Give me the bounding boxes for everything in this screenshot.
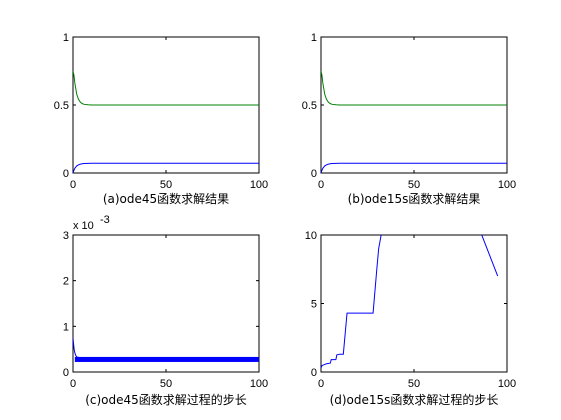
subplot-4: 0 50 100 0 5 10 (d)ode15s函数求解过程的步长	[305, 230, 516, 407]
axes-box	[72, 234, 260, 373]
y-tick-label: 0	[63, 168, 69, 180]
x-tick-label: 0	[70, 179, 76, 191]
y-tick-label: 0	[311, 168, 317, 180]
x-tick-label: 100	[498, 378, 516, 390]
plot-area	[73, 337, 259, 362]
y-tick-label: 2	[63, 276, 69, 288]
y-tick-label: 1	[311, 32, 317, 44]
plot-area	[321, 70, 507, 173]
subplot-caption: (b)ode15s函数求解结果	[348, 191, 481, 206]
series-1-line	[73, 337, 83, 359]
y-tick-label: 10	[305, 230, 317, 242]
x-tick-label: 0	[318, 378, 324, 390]
x-tick-label: 100	[498, 179, 516, 191]
plot-area	[73, 70, 259, 173]
x-tick-label: 0	[318, 179, 324, 191]
x-tick-label: 0	[70, 378, 76, 390]
y-tick-label: 0	[311, 367, 317, 379]
subplot-caption: (c)ode45函数求解过程的步长	[85, 392, 247, 407]
x-tick-label: 50	[408, 378, 420, 390]
y-exponent-label: x 10	[73, 220, 94, 232]
series-1-line	[73, 70, 259, 106]
y-tick-label: 3	[63, 230, 69, 242]
plot-area	[321, 235, 499, 369]
series-1-band	[74, 356, 259, 362]
x-tick-label: 100	[250, 378, 268, 390]
subplot-2: 0 50 100 0 0.5 1 (b)ode15s函数求解结果	[302, 32, 516, 206]
y-tick-label: 0	[63, 367, 69, 379]
axes-box	[320, 234, 508, 373]
y-tick-label: 0.5	[54, 100, 69, 112]
subplot-1: 0 50 100 0 0.5 1 (a)ode45函数求解结果	[54, 32, 268, 206]
x-tick-label: 100	[250, 179, 268, 191]
series-2-line	[73, 162, 259, 173]
y-exponent-power: -3	[100, 214, 110, 226]
y-tick-label: 5	[311, 299, 317, 311]
subplot-caption: (d)ode15s函数求解过程的步长	[330, 392, 499, 407]
x-tick-label: 50	[408, 179, 420, 191]
y-tick-label: 1	[63, 321, 69, 333]
y-tick-label: 1	[63, 32, 69, 44]
x-tick-label: 50	[160, 179, 172, 191]
subplot-caption: (a)ode45函数求解结果	[103, 191, 229, 206]
x-tick-label: 50	[160, 378, 172, 390]
y-tick-label: 0.5	[302, 100, 317, 112]
series-1-line	[321, 235, 499, 369]
subplot-3: 0 50 100 0 1 2 3 x 10 -3 (c)ode45函数求解过程的步长	[63, 214, 268, 407]
series-2-line	[321, 162, 507, 173]
series-1-line	[321, 70, 507, 106]
